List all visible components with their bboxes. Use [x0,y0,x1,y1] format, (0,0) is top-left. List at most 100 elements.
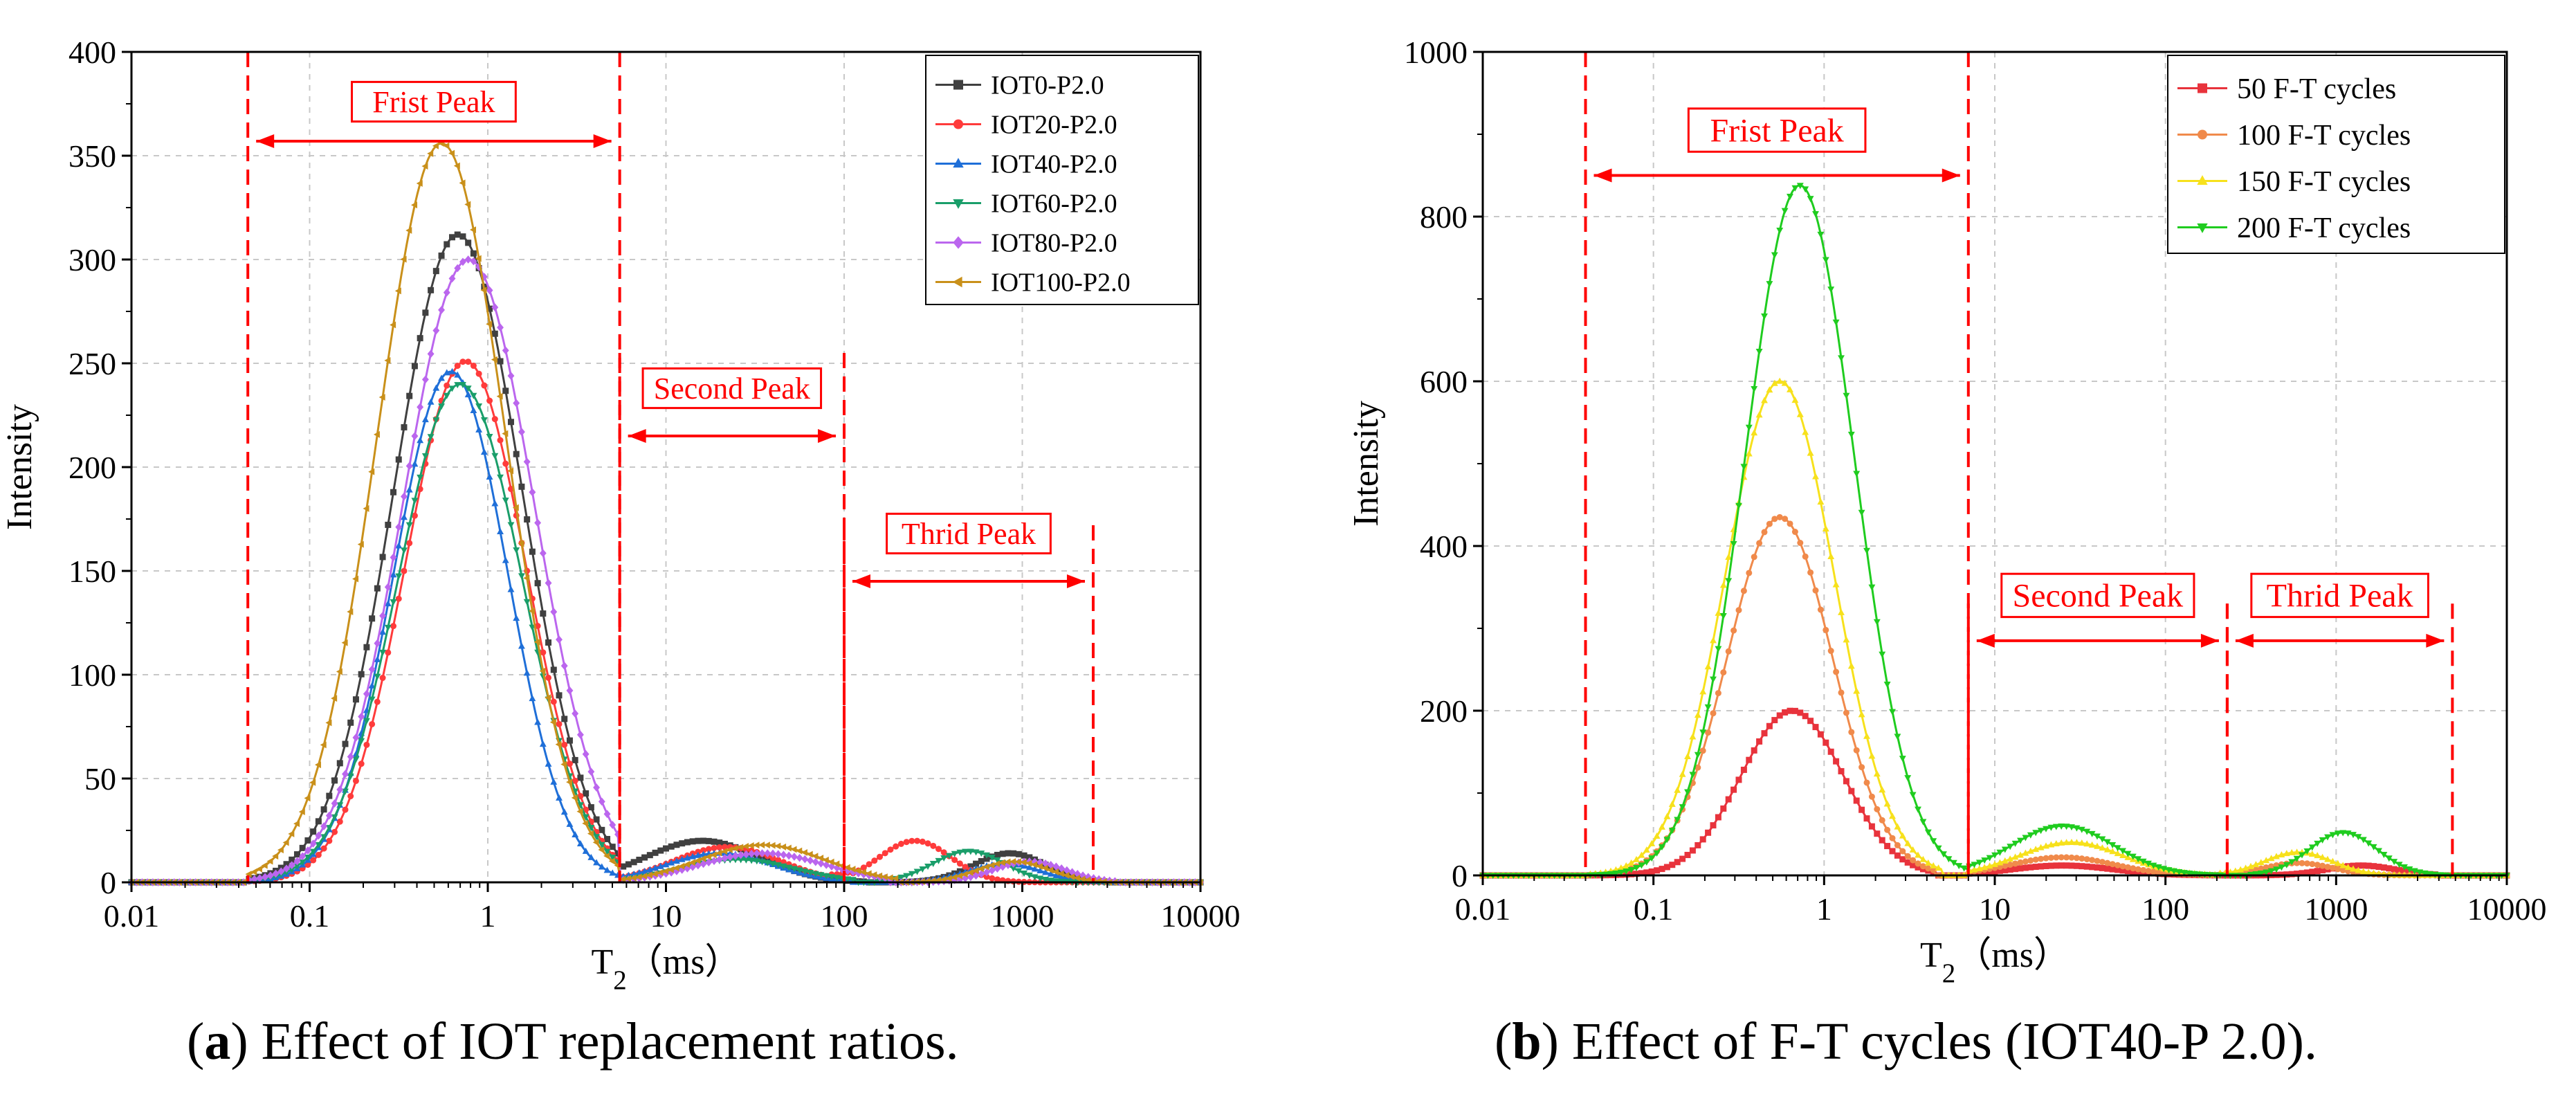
data-point [342,788,349,795]
data-point [1899,832,1906,839]
data-point [480,286,487,294]
data-point [1710,637,1717,644]
data-point [1031,865,1039,872]
data-point [1015,868,1023,875]
legend-marker [953,199,964,209]
data-point [336,785,344,794]
data-point [1930,862,1937,868]
data-point [2365,868,2373,875]
data-point [2380,864,2387,871]
data-point [1848,729,1855,736]
y-tick-label: 1000 [1404,35,1468,70]
data-point [1930,866,1937,873]
data-point [577,774,584,781]
data-point [571,794,578,801]
data-point [1781,379,1789,386]
data-point [2047,824,2055,831]
data-point [331,799,338,808]
data-point [2052,824,2060,830]
data-point [961,871,968,878]
data-point [561,741,568,748]
data-point [491,416,498,423]
data-point [2001,857,2009,864]
legend-marker [953,119,963,129]
data-point [1720,805,1727,812]
data-point [374,639,381,648]
data-point [587,804,594,811]
x-axis-label: T2（ms） [1920,936,2070,988]
data-point [2011,840,2019,847]
data-point [453,162,460,170]
x-tick-label: 0.1 [1634,891,1674,927]
data-point [994,851,1001,858]
data-point [983,863,989,871]
legend-label-1: 100 F-T cycles [2237,120,2411,152]
data-point [406,540,413,547]
data-point [978,870,985,878]
data-point [444,241,450,248]
data-point [518,540,524,547]
data-point [1843,778,1849,785]
data-point [1807,449,1814,456]
x-tick-label: 0.1 [290,898,330,934]
data-point [2083,828,2091,835]
legend-label-3: IOT60-P2.0 [991,189,1117,218]
data-point [844,876,852,883]
data-point [630,859,637,866]
data-point [1031,874,1039,881]
data-point [1669,862,1676,868]
data-point [2073,862,2080,869]
data-point [599,826,605,833]
data-point [325,811,333,820]
data-point [1026,854,1033,861]
data-point [534,718,542,725]
data-point [1858,806,1865,813]
data-point [395,542,403,549]
data-point [315,831,322,840]
y-tick-label: 200 [68,450,116,485]
data-point [967,873,974,882]
data-point [502,556,509,563]
data-point [1960,865,1968,872]
data-point [1643,869,1650,876]
data-point [1787,520,1793,527]
data-point [973,860,980,867]
data-point [497,437,504,444]
data-point [1643,859,1650,866]
y-tick-label: 400 [1420,529,1468,564]
data-point [951,850,958,857]
chart-panel-b: Frist Peak Second Peak Thrid Peak 0.01 0.1 1 1… [1346,35,2547,988]
data-point [533,638,540,646]
data-point [1725,796,1732,803]
data-point [374,585,381,592]
data-point [758,859,766,866]
data-point [421,416,429,423]
data-point [325,825,333,832]
data-point [2012,866,2019,873]
data-point [1940,851,1947,858]
data-point [293,857,301,866]
data-point [2038,863,2045,870]
data-point [1868,793,1875,800]
data-point [2365,840,2373,847]
data-point [700,859,707,868]
data-point [1052,862,1060,871]
data-point [545,579,552,588]
data-point [663,845,669,852]
data-point [1823,739,1829,746]
data-point [2145,868,2152,875]
data-point [994,876,1001,883]
data-point [1787,385,1793,392]
data-point [550,778,558,785]
x-tick-label: 10 [1979,891,2011,927]
data-point [417,474,424,481]
data-point [582,847,590,854]
data-point [2047,841,2055,848]
data-point [1674,817,1681,824]
data-point [2334,859,2341,866]
data-point [2114,866,2121,873]
data-point [1719,613,1727,620]
axes: 0.01 0.1 1 10 100 1000 10000 0 200 400 600 800 1000 T… [1346,35,2547,988]
data-point [1627,866,1635,873]
data-point [250,868,257,875]
